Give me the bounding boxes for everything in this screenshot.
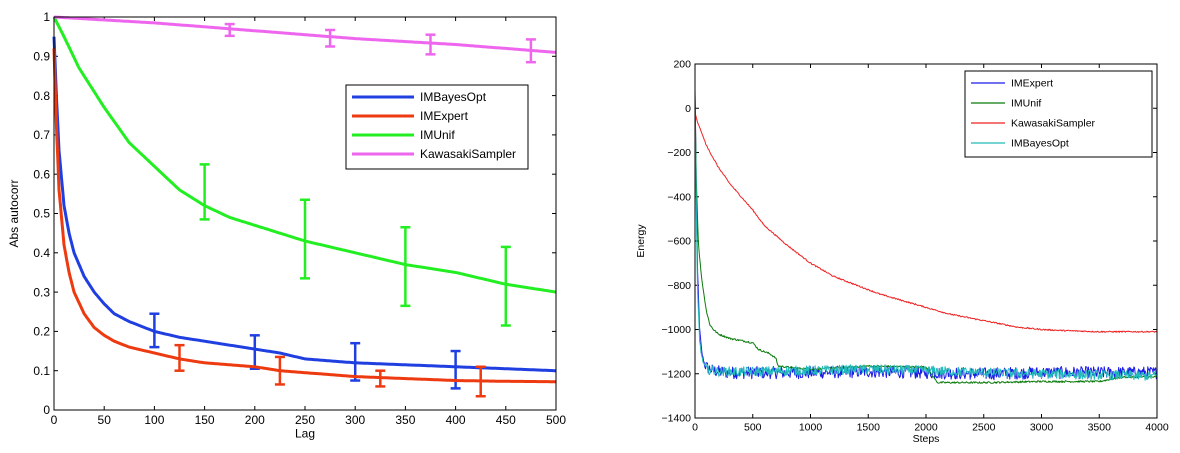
- x-tick-label: 200: [245, 413, 265, 427]
- x-tick-label: 2000: [914, 422, 938, 434]
- x-tick-label: 3500: [1088, 422, 1112, 434]
- legend-label-IMUnif: IMUnif: [420, 128, 455, 142]
- x-tick-label: 100: [144, 413, 164, 427]
- x-tick-label: 50: [98, 413, 112, 427]
- x-tick-label: 500: [546, 413, 566, 427]
- y-tick-label: 0.3: [33, 285, 50, 299]
- y-tick-label: 0: [685, 103, 691, 115]
- autocorr-chart: 0 50 100 150 200 250 300 350 400 450 500 0 0.1 0.2 0.3…: [7, 10, 566, 440]
- x-axis-label: Steps: [913, 433, 940, 445]
- x-tick-label: 400: [446, 413, 466, 427]
- x-tick-label: 0: [692, 422, 698, 434]
- y-tick-label: −1400: [662, 413, 692, 425]
- x-tick-label: 1500: [857, 422, 881, 434]
- y-tick-label: −1200: [662, 368, 692, 380]
- error-bar-IMUnif: [200, 164, 210, 219]
- y-tick-label: −1000: [662, 324, 692, 336]
- x-tick-label: 0: [51, 413, 58, 427]
- y-tick-label: −200: [667, 147, 691, 159]
- x-tick-label: 250: [295, 413, 315, 427]
- y-axis-label: Energy: [635, 224, 647, 258]
- y-axis-label: Abs autocorr: [7, 179, 21, 247]
- series-line-KawasakiSampler: [54, 17, 556, 52]
- y-tick-label: −600: [667, 236, 691, 248]
- legend-label-IMExpert: IMExpert: [420, 109, 469, 123]
- error-bar-IMBayesOpt: [451, 351, 461, 388]
- legend-label-IMBayesOpt: IMBayesOpt: [1011, 138, 1069, 150]
- x-tick-label: 3000: [1030, 422, 1054, 434]
- legend-label-IMUnif: IMUnif: [1011, 98, 1041, 110]
- x-tick-label: 300: [345, 413, 365, 427]
- x-tick-label: 2500: [972, 422, 996, 434]
- y-tick-label: 200: [673, 59, 691, 71]
- legend-label-KawasakiSampler: KawasakiSampler: [420, 147, 516, 161]
- y-tick-label: 0.6: [33, 167, 50, 181]
- energy-chart: 0 500 1000 1500 2000 2500 3000 3500 4000−1400−12…: [635, 59, 1169, 445]
- y-tick-label: 0.4: [33, 246, 50, 260]
- y-tick-label: 0.1: [33, 364, 50, 378]
- y-tick-label: 0.2: [33, 325, 50, 339]
- y-tick-label: 0.5: [33, 207, 50, 221]
- y-tick-label: 0.7: [33, 128, 50, 142]
- x-axis-label: Lag: [295, 427, 315, 441]
- x-tick-label: 4000: [1145, 422, 1169, 434]
- y-tick-label: −400: [667, 191, 691, 203]
- legend: IMBayesOpt IMExpert IMUnif KawasakiSampler: [346, 85, 528, 169]
- x-tick-label: 450: [496, 413, 516, 427]
- legend-label-IMBayesOpt: IMBayesOpt: [420, 90, 487, 104]
- y-tick-label: −800: [667, 280, 691, 292]
- y-tick-label: 0: [43, 403, 50, 417]
- x-tick-label: 350: [395, 413, 415, 427]
- legend: IMExpert IMUnif KawasakiSampler IMBayesOpt: [965, 71, 1152, 157]
- x-tick-label: 500: [744, 422, 762, 434]
- x-tick-label: 1000: [799, 422, 823, 434]
- y-tick-label: 1: [43, 10, 50, 24]
- y-tick-label: 0.9: [33, 50, 50, 64]
- legend-label-IMExpert: IMExpert: [1011, 78, 1053, 90]
- legend-label-KawasakiSampler: KawasakiSampler: [1011, 118, 1096, 130]
- y-tick-label: 0.8: [33, 89, 50, 103]
- x-tick-label: 150: [195, 413, 215, 427]
- error-bar-IMBayesOpt: [250, 335, 260, 368]
